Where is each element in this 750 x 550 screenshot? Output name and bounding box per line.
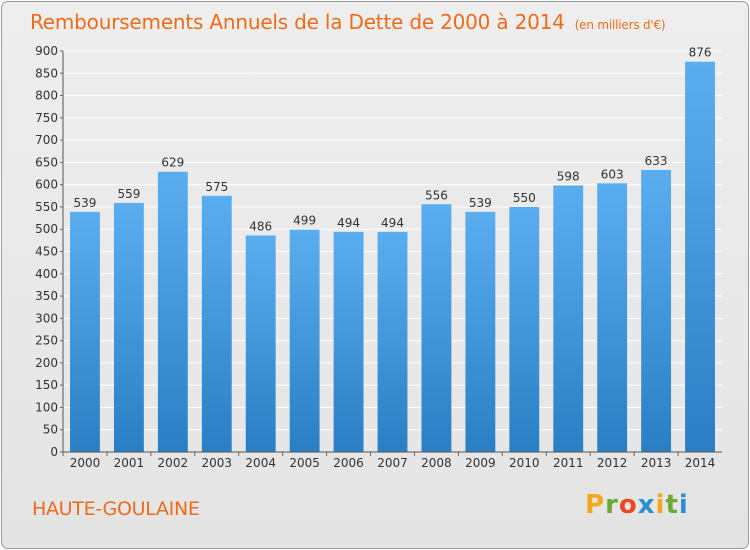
logo-letter: i xyxy=(655,490,666,520)
value-label: 494 xyxy=(381,216,404,230)
y-tick-label: 150 xyxy=(35,378,58,392)
logo-letter: r xyxy=(605,490,619,520)
x-tick-label: 2008 xyxy=(421,456,452,470)
x-tick-label: 2012 xyxy=(597,456,628,470)
bar-2000 xyxy=(70,211,100,452)
value-label: 539 xyxy=(469,196,492,210)
bar-2003 xyxy=(201,195,232,453)
bar-2007 xyxy=(377,231,408,452)
y-tick-label: 300 xyxy=(35,311,58,325)
commune-name: HAUTE-GOULAINE xyxy=(32,498,200,520)
x-tick-label: 2004 xyxy=(245,456,276,470)
bar-2012 xyxy=(597,183,628,452)
bar-2011 xyxy=(553,185,584,452)
y-tick-label: 100 xyxy=(35,400,58,414)
x-tick-label: 2013 xyxy=(641,456,672,470)
y-tick-label: 550 xyxy=(35,200,58,214)
bar-2014 xyxy=(685,61,715,453)
x-tick-label: 2010 xyxy=(509,456,540,470)
bar-2009 xyxy=(465,211,496,452)
y-tick-label: 200 xyxy=(35,356,58,370)
logo-letter: i xyxy=(678,490,689,520)
y-tick-label: 750 xyxy=(35,111,58,125)
y-tick-label: 700 xyxy=(35,133,58,147)
value-label: 598 xyxy=(557,170,580,184)
y-tick-label: 850 xyxy=(35,66,58,80)
x-tick-label: 2006 xyxy=(333,456,364,470)
axes: 0 50 100 150 200 250 300 350 400 450 500 550 600 650 7… xyxy=(35,44,722,470)
chart-title: Remboursements Annuels de la Dette de 20… xyxy=(30,10,666,34)
bar-2001 xyxy=(113,202,144,452)
x-tick-label: 2003 xyxy=(201,456,232,470)
value-label: 550 xyxy=(513,191,536,205)
bar-2006 xyxy=(333,231,364,452)
bar-2013 xyxy=(641,169,672,453)
logo-letter: x xyxy=(637,490,656,520)
y-tick-label: 0 xyxy=(50,445,58,459)
logo-letter: t xyxy=(665,490,679,520)
value-label: 499 xyxy=(293,214,316,228)
x-tick-label: 2002 xyxy=(158,456,189,470)
value-label: 876 xyxy=(689,46,712,60)
y-tick-label: 800 xyxy=(35,89,58,103)
y-tick-label: 900 xyxy=(35,44,58,58)
x-tick-label: 2014 xyxy=(685,456,716,470)
bars xyxy=(70,61,715,453)
x-tick-label: 2005 xyxy=(289,456,320,470)
y-tick-label: 500 xyxy=(35,222,58,236)
chart-title-text: Remboursements Annuels de la Dette de 20… xyxy=(30,10,565,34)
value-label: 539 xyxy=(74,196,97,210)
y-tick-label: 400 xyxy=(35,267,58,281)
bar-2010 xyxy=(509,206,540,452)
x-tick-label: 2011 xyxy=(553,456,584,470)
y-tick-label: 450 xyxy=(35,245,58,259)
x-tick-label: 2009 xyxy=(465,456,496,470)
logo-letter: o xyxy=(618,490,638,520)
bar-2008 xyxy=(421,204,452,452)
bar-2004 xyxy=(245,235,276,452)
value-label: 494 xyxy=(337,216,360,230)
logo-letter: P xyxy=(585,490,606,520)
chart-unit: (en milliers d'€) xyxy=(574,18,666,32)
bar-2005 xyxy=(289,229,320,452)
value-label: 559 xyxy=(117,187,140,201)
bar-2002 xyxy=(157,171,188,453)
y-tick-label: 600 xyxy=(35,178,58,192)
y-tick-label: 350 xyxy=(35,289,58,303)
value-label: 629 xyxy=(161,156,184,170)
x-tick-label: 2007 xyxy=(377,456,408,470)
y-tick-label: 650 xyxy=(35,155,58,169)
value-label: 633 xyxy=(645,154,668,168)
value-label: 603 xyxy=(601,167,624,181)
value-label: 486 xyxy=(249,219,272,233)
y-tick-label: 50 xyxy=(43,423,58,437)
value-labels: 539 559 629 575 486 499 494 494 556 539 550 598 603 6… xyxy=(74,46,712,234)
x-tick-label: 2000 xyxy=(70,456,101,470)
value-label: 575 xyxy=(205,180,228,194)
y-tick-label: 250 xyxy=(35,334,58,348)
proxiti-logo: Proxiti xyxy=(585,490,689,520)
value-label: 556 xyxy=(425,188,448,202)
x-tick-label: 2001 xyxy=(114,456,145,470)
